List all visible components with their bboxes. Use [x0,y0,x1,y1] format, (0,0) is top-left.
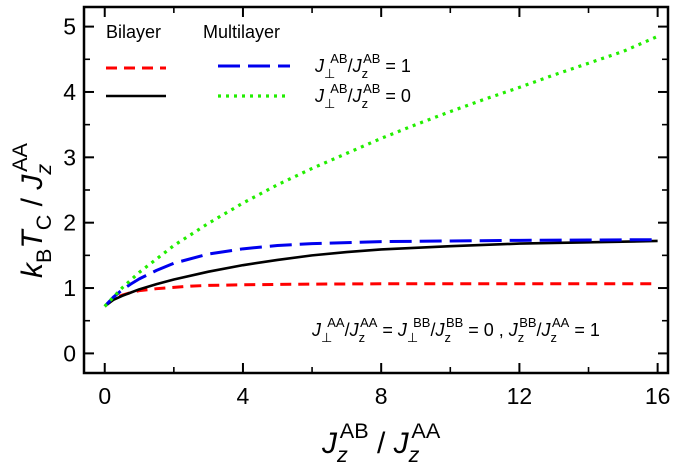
x-tick-label: 12 [507,383,533,409]
series-lines [103,34,659,308]
y-tick-label: 0 [63,340,76,366]
x-tick-label: 16 [645,383,671,409]
y-tick-label: 5 [63,14,76,40]
series-bilayer-ratio-1 [103,282,658,308]
x-tick-label: 0 [98,383,111,409]
y-tick-label: 2 [63,210,76,236]
legend: Bilayer Multilayer J⊥AB/JzAB = 1 J⊥AB/Jz… [106,22,411,111]
legend-label-ratio-1: J⊥AB/JzAB = 1 [314,51,411,81]
series-multilayer-ratio-1 [103,238,658,308]
x-axis-label: JzAB / JzAA [321,418,441,466]
legend-header-bilayer: Bilayer [106,22,161,42]
legend-header-multilayer: Multilayer [203,22,280,42]
y-tick-label: 1 [63,275,76,301]
series-bilayer-ratio-0 [103,239,658,308]
legend-label-ratio-0: J⊥AB/JzAB = 0 [314,81,411,111]
parameter-annotation: J⊥AA/JzAA = J⊥BB/JzBB = 0 , JzBB/JzAA = … [311,315,600,345]
y-tick-label: 3 [63,144,76,170]
y-axis-label: kBTC / JzAA [7,142,56,278]
series-multilayer-ratio-0 [103,34,659,308]
x-tick-label: 8 [375,383,388,409]
y-tick-label: 4 [63,79,76,105]
x-tick-label: 4 [237,383,250,409]
